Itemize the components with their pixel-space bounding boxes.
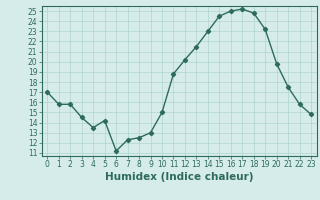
X-axis label: Humidex (Indice chaleur): Humidex (Indice chaleur) [105,172,253,182]
